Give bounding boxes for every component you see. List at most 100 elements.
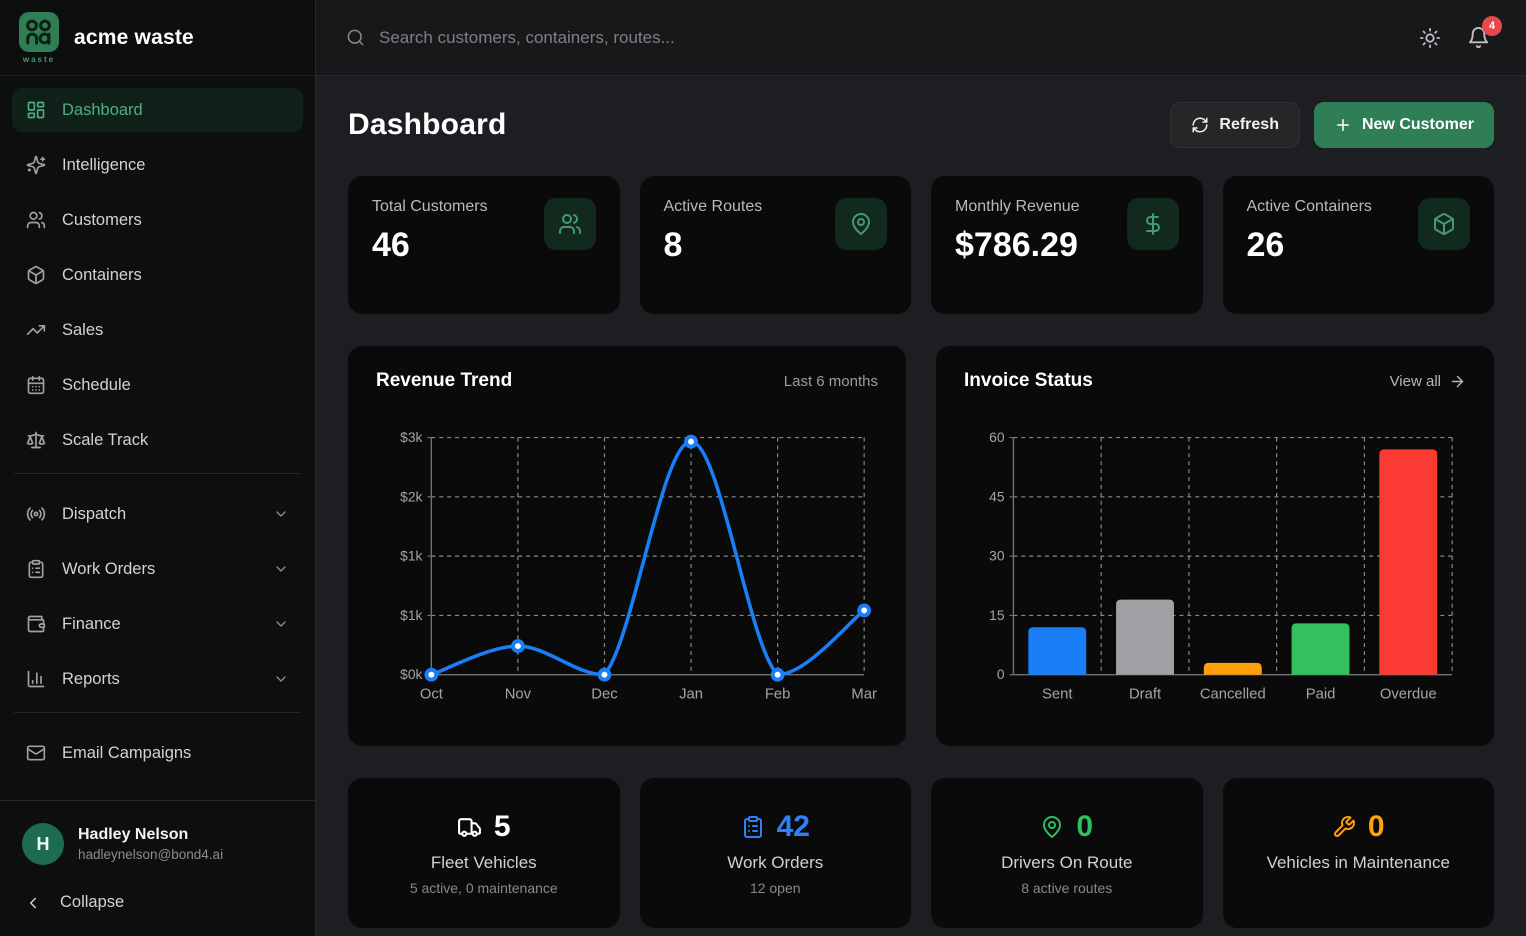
refresh-button[interactable]: Refresh (1170, 102, 1300, 148)
sidebar-nav: Dashboard Intelligence Customers Contain… (0, 76, 315, 800)
stat-cards-row: Total Customers 46 Active Routes 8 (348, 176, 1494, 314)
sidebar-divider (14, 712, 301, 713)
sidebar-item-schedule[interactable]: Schedule (12, 363, 303, 407)
mini-card-drivers-on-route: 0 Drivers On Route 8 active routes (931, 778, 1203, 928)
stat-value: $786.29 (955, 226, 1078, 264)
chevron-left-icon (24, 894, 42, 912)
stat-value: 26 (1246, 226, 1285, 264)
sidebar-item-label: Scale Track (62, 430, 149, 449)
svg-text:Dec: Dec (591, 686, 618, 702)
avatar: H (22, 823, 64, 865)
mini-card-fleet-vehicles: 5 Fleet Vehicles 5 active, 0 maintenance (348, 778, 620, 928)
plus-icon (1334, 116, 1352, 134)
svg-text:15: 15 (989, 607, 1005, 623)
wallet-icon (26, 614, 46, 634)
svg-text:0: 0 (997, 666, 1005, 682)
acme-waste-logo-icon (19, 12, 59, 52)
mini-value: 0 (1076, 810, 1094, 843)
svg-text:Paid: Paid (1306, 686, 1336, 702)
stat-card-active-containers: Active Containers 26 (1222, 176, 1494, 314)
sidebar-item-label: Dashboard (62, 100, 143, 119)
mini-sub: 5 active, 0 maintenance (409, 880, 558, 896)
mini-value: 5 (493, 810, 511, 843)
mini-label: Work Orders (727, 853, 824, 872)
chart-title: Revenue Trend (376, 370, 513, 391)
svg-text:Sent: Sent (1042, 686, 1072, 702)
stat-card-total-customers: Total Customers 46 (348, 176, 620, 314)
svg-text:60: 60 (989, 429, 1005, 445)
package-icon (26, 265, 46, 285)
sidebar-item-dispatch[interactable]: Dispatch (12, 492, 303, 536)
sidebar-item-sales[interactable]: Sales (12, 308, 303, 352)
sidebar-item-label: Finance (62, 614, 121, 633)
revenue-trend-card: Revenue Trend Last 6 months $0k $1k $1k $2k… (348, 346, 906, 746)
user-email: hadleynelson@bond4.ai (78, 847, 224, 862)
stat-card-active-routes: Active Routes 8 (639, 176, 911, 314)
dashboard-grid-icon (26, 100, 46, 120)
trending-up-icon (26, 320, 46, 340)
radio-broadcast-icon (26, 504, 46, 524)
sidebar-item-label: Schedule (62, 375, 131, 394)
mini-card-work-orders: 42 Work Orders 12 open (639, 778, 911, 928)
sidebar-item-reports[interactable]: Reports (12, 657, 303, 701)
chevron-down-icon (273, 616, 289, 632)
arrow-right-icon (1449, 373, 1466, 390)
sidebar-item-label: Dispatch (62, 504, 127, 523)
stat-label: Active Containers (1246, 198, 1372, 215)
dollar-icon (1126, 198, 1179, 250)
sidebar-item-customers[interactable]: Customers (12, 198, 303, 242)
package-icon (1418, 198, 1470, 250)
mini-card-vehicles-in-maintenance: 0 Vehicles in Maintenance (1222, 778, 1494, 928)
sidebar-item-containers[interactable]: Containers (12, 253, 303, 297)
notification-count-badge: 4 (1482, 16, 1502, 36)
search-input[interactable] (379, 27, 1399, 48)
topbar: 4 (316, 0, 1526, 76)
sidebar-item-finance[interactable]: Finance (12, 602, 303, 646)
svg-text:45: 45 (989, 488, 1005, 504)
sidebar: waste acme waste Dashboard Intelligence (0, 0, 316, 936)
invoice-status-bar-chart: 0 15 30 45 60 Sent Draft Cancelled Paid Overdue (989, 429, 1453, 702)
sidebar-item-work-orders[interactable]: Work Orders (12, 547, 303, 591)
stat-value: 8 (663, 226, 683, 264)
collapse-label: Collapse (60, 893, 125, 911)
sidebar-divider (14, 473, 301, 474)
sidebar-item-label: Work Orders (62, 559, 156, 578)
chevron-down-icon (273, 506, 289, 522)
svg-text:Overdue: Overdue (1380, 686, 1437, 702)
user-profile[interactable]: H Hadley Nelson hadleynelson@bond4.ai (18, 815, 297, 887)
svg-text:$3k: $3k (400, 429, 422, 445)
svg-text:$0k: $0k (400, 666, 422, 682)
sidebar-item-label: Intelligence (62, 155, 146, 174)
sun-icon (1419, 27, 1441, 49)
mini-stats-row: 5 Fleet Vehicles 5 active, 0 maintenance… (348, 778, 1494, 928)
sidebar-item-dashboard[interactable]: Dashboard (12, 88, 303, 132)
map-pin-icon (835, 198, 887, 250)
bar-chart-icon (26, 669, 46, 689)
map-pin-icon (1040, 815, 1064, 839)
notifications-button[interactable]: 4 (1461, 16, 1502, 55)
chart-title: Invoice Status (964, 370, 1093, 391)
sidebar-item-scale-track[interactable]: Scale Track (12, 418, 303, 462)
mini-value: 42 (776, 810, 810, 843)
scale-icon (26, 430, 46, 450)
logo-subtext: waste (22, 55, 56, 64)
sidebar-item-intelligence[interactable]: Intelligence (12, 143, 303, 187)
sidebar-item-email-campaigns[interactable]: Email Campaigns (12, 731, 303, 775)
brand-header: waste acme waste (0, 0, 315, 76)
mini-sub: 12 open (749, 880, 801, 896)
theme-toggle-button[interactable] (1413, 21, 1447, 55)
chart-subtitle: Last 6 months (783, 372, 878, 390)
page-title: Dashboard (348, 108, 507, 141)
users-icon (26, 210, 46, 230)
refresh-label: Refresh (1219, 116, 1279, 133)
charts-row: Revenue Trend Last 6 months $0k $1k $1k $2k… (348, 346, 1494, 746)
sidebar-item-label: Reports (62, 669, 120, 688)
users-icon (543, 198, 596, 250)
mini-label: Drivers On Route (1001, 853, 1133, 872)
collapse-sidebar-button[interactable]: Collapse (18, 887, 297, 918)
svg-text:Jan: Jan (679, 686, 703, 702)
view-all-link[interactable]: View all (1390, 373, 1466, 390)
revenue-trend-line-chart: $0k $1k $1k $2k $3k Oct Nov Dec Jan Feb Mar (400, 429, 877, 702)
sparkles-icon (26, 155, 46, 175)
new-customer-button[interactable]: New Customer (1313, 102, 1494, 148)
